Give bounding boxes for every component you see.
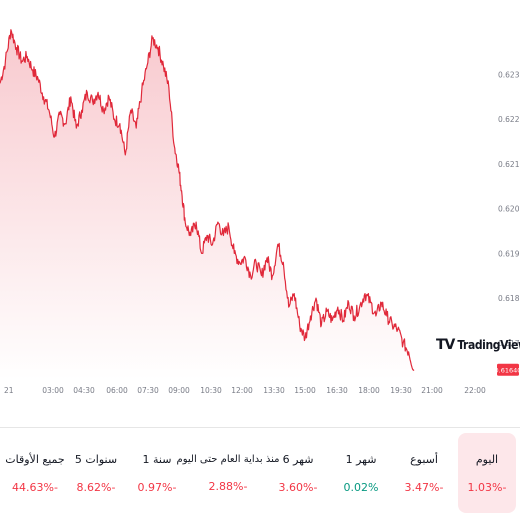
period-change: 3.47%- [404, 480, 444, 494]
y-tick-label: 0.61700 [498, 339, 520, 348]
last-price-badge [497, 363, 519, 376]
x-tick-label: 16:30 [326, 386, 348, 395]
period-change: 8.62%- [76, 480, 116, 494]
y-tick-label: 0.62000 [498, 205, 520, 214]
tradingview-logo[interactable]: TV TradingView [436, 337, 520, 353]
period-label: اليوم [475, 452, 499, 466]
x-tick-label: 15:00 [294, 386, 316, 395]
period-label: 6 شهر [282, 452, 314, 466]
period-1-week[interactable]: أسبوع 3.47%- [396, 433, 452, 513]
divider [0, 427, 520, 428]
period-change: 1.03%- [467, 480, 507, 494]
y-tick-label: 0.61900 [498, 249, 520, 258]
period-today[interactable]: اليوم 1.03%- [458, 433, 516, 513]
chart-canvas[interactable]: 0.62300 0.62200 0.62100 0.62000 0.61900 0.618… [0, 0, 520, 400]
x-tick-label: 22:00 [464, 386, 486, 395]
price-chart[interactable]: 0.62300 0.62200 0.62100 0.62000 0.61900 0.618… [0, 0, 520, 400]
x-tick-label: 12:00 [231, 386, 253, 395]
period-label: 5 سنوات [74, 452, 118, 466]
performance-periods: جميع الأوقات 44.63%- 5 سنوات 8.62%- 1 سن… [0, 428, 520, 518]
x-tick-label: 19:30 [390, 386, 412, 395]
period-change: 3.60%- [278, 480, 318, 494]
period-1-month[interactable]: 1 شهر 0.02% [332, 433, 390, 513]
tradingview-wordmark: TradingView [457, 338, 520, 352]
y-tick-label: 0.62100 [498, 160, 520, 169]
period-change: 0.02% [343, 480, 379, 494]
tradingview-mark-icon: TV [436, 337, 455, 353]
x-tick-label: 06:00 [106, 386, 128, 395]
period-change: 2.88%- [208, 479, 248, 493]
period-5-years[interactable]: 5 سنوات 8.62%- [68, 433, 124, 513]
y-tick-label: 0.62300 [498, 70, 520, 79]
period-change: 0.97%- [137, 480, 177, 494]
period-label: جميع الأوقات [5, 452, 65, 466]
period-label: أسبوع [410, 452, 438, 466]
period-change: 44.63%- [12, 480, 58, 494]
period-ytd[interactable]: منذ بداية العام حتى اليوم 2.88%- [177, 433, 280, 513]
x-tick-label: 13:30 [263, 386, 285, 395]
x-tick-label: 18:00 [358, 386, 380, 395]
x-tick-label: 04:30 [73, 386, 95, 395]
last-price-label: 0.61640 [495, 367, 520, 375]
y-tick-label: 0.61800 [498, 294, 520, 303]
period-1-year[interactable]: 1 سنة 0.97%- [128, 433, 186, 513]
x-tick-label: 09:00 [168, 386, 190, 395]
period-6-months[interactable]: 6 شهر 3.60%- [270, 433, 326, 513]
x-tick-label: 21 [4, 386, 14, 395]
x-tick-label: 03:00 [42, 386, 64, 395]
x-tick-label: 21:00 [421, 386, 443, 395]
price-line [0, 29, 415, 371]
period-label: 1 سنة [142, 452, 172, 466]
x-tick-label: 07:30 [137, 386, 159, 395]
y-tick-label: 0.62200 [498, 115, 520, 124]
x-tick-label: 10:30 [200, 386, 222, 395]
period-label: منذ بداية العام حتى اليوم [176, 453, 280, 465]
period-label: 1 شهر [345, 452, 377, 466]
period-all-time[interactable]: جميع الأوقات 44.63%- [4, 433, 66, 513]
price-area-fill [0, 29, 414, 380]
